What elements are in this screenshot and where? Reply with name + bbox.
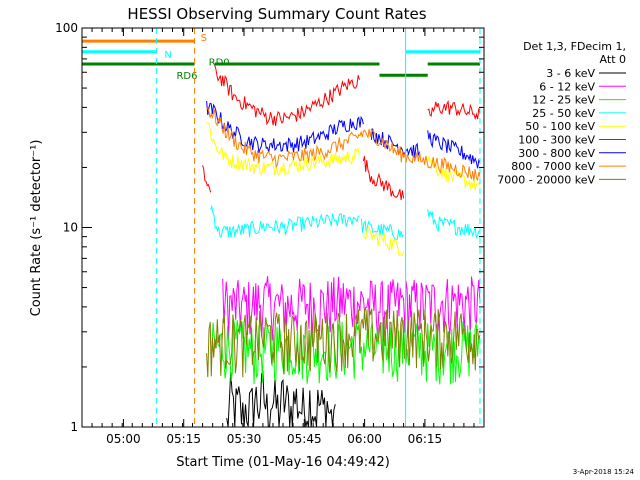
x-tick-label: 05:45 [287, 432, 322, 446]
y-tick-label: 100 [55, 21, 78, 35]
series-25-50keV [210, 204, 481, 241]
legend-entry-label: 25 - 50 keV [532, 107, 595, 120]
series-800-7000keV [206, 106, 481, 181]
series-trace [214, 65, 360, 126]
legend-entry-label: 12 - 25 keV [532, 94, 595, 107]
date-stamp: 3-Apr-2018 15:24 [573, 468, 635, 476]
series-trace [362, 226, 405, 257]
x-tick-label: 05:15 [166, 432, 201, 446]
y-axis-label: Count Rate (s⁻¹ detector⁻¹) [29, 140, 44, 317]
series-trace [427, 99, 481, 121]
legend-entry-label: 3 - 6 keV [546, 67, 595, 80]
x-axis-label: Start Time (01-May-16 04:49:42) [176, 455, 390, 470]
series-100-300keV [202, 65, 481, 200]
series-3-6keV [226, 370, 336, 427]
legend-entry-label: 50 - 100 keV [525, 120, 595, 133]
series-trace [427, 130, 481, 169]
legend-entry-label: 300 - 800 keV [518, 147, 595, 160]
state-bar-label: S [201, 33, 207, 44]
state-bar-label: N [164, 50, 171, 61]
y-tick-label: 1 [70, 420, 78, 434]
legend-entry-label: 7000 - 20000 keV [497, 173, 595, 186]
legend-entry-label: 6 - 12 keV [539, 80, 595, 93]
series-trace [206, 122, 360, 176]
series-7000-20000keV [206, 307, 481, 378]
series-trace [206, 100, 364, 153]
series-trace [360, 218, 405, 241]
series-trace [362, 156, 405, 200]
series-trace [206, 106, 481, 181]
chart-title: HESSI Observing Summary Count Rates [127, 5, 426, 23]
y-tick-label: 10 [63, 221, 78, 235]
state-bar-label: RD6 [176, 71, 197, 82]
x-tick-label: 06:15 [408, 432, 443, 446]
legend-header-line-1: Det 1,3, FDecim 1, [523, 40, 626, 53]
series-trace [427, 154, 481, 191]
series-50-100keV [206, 122, 481, 257]
series-trace [226, 370, 336, 427]
x-tick-label: 05:00 [106, 432, 141, 446]
series-trace [427, 209, 481, 239]
series-trace [370, 128, 421, 158]
series-300-800keV [206, 100, 481, 169]
legend-header-line-2: Att 0 [600, 53, 626, 66]
series-trace [202, 165, 212, 193]
series-trace [206, 307, 481, 378]
x-tick-label: 05:30 [227, 432, 262, 446]
state-bar-label: RD0 [209, 57, 230, 68]
legend-entry-label: 800 - 7000 keV [511, 160, 595, 173]
series-trace [210, 204, 360, 238]
legend-entry-label: 100 - 300 keV [518, 134, 595, 147]
x-tick-label: 06:00 [347, 432, 382, 446]
